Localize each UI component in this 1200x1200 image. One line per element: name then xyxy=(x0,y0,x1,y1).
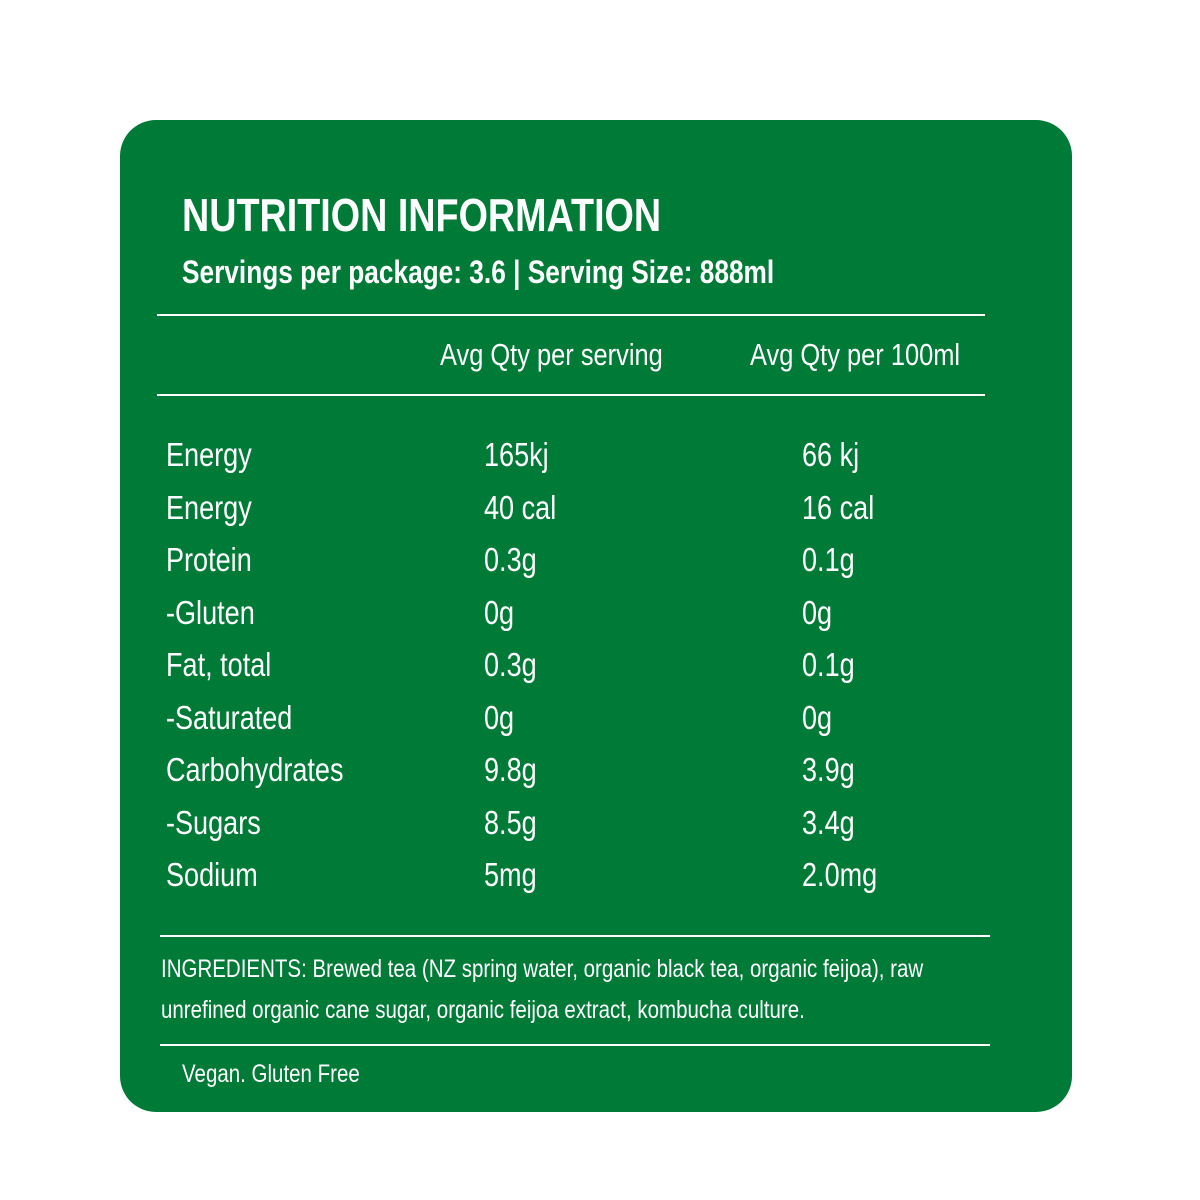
nutrient-name: Carbohydrates xyxy=(166,751,344,788)
nutrient-value: 3.4g xyxy=(802,803,855,841)
rule xyxy=(160,1044,990,1046)
nutrient-value: 8.5g xyxy=(484,803,537,841)
nutrient-value: 0g xyxy=(802,593,833,631)
nutrient-value: 0g xyxy=(802,698,833,736)
rule xyxy=(160,935,990,937)
nutrient-value: 0.3g xyxy=(484,646,537,683)
nutrient-value: 66 kj xyxy=(802,436,860,473)
nutrient-name: Energy xyxy=(166,436,252,473)
nutrient-value: 0.1g xyxy=(802,646,855,683)
nutrient-name: Sodium xyxy=(166,856,258,893)
nutrient-value: 5mg xyxy=(484,856,537,893)
nutrient-value: 3.9g xyxy=(802,751,855,788)
nutrient-name: -Gluten xyxy=(166,593,255,631)
footer-note: Vegan. Gluten Free xyxy=(182,1060,360,1088)
nutrient-value: 165kj xyxy=(484,436,549,473)
rule xyxy=(157,394,985,396)
label-panel xyxy=(120,120,1072,1112)
subtitle: Servings per package: 3.6 | Serving Size… xyxy=(182,254,775,290)
rule xyxy=(157,314,985,316)
nutrient-name: -Sugars xyxy=(166,803,261,841)
nutrient-value: 0.1g xyxy=(802,541,855,578)
nutrient-value: 0g xyxy=(484,698,515,736)
nutrient-value: 9.8g xyxy=(484,751,537,788)
nutrient-name: Protein xyxy=(166,541,252,578)
ingredients-text: INGREDIENTS: Brewed tea (NZ spring water… xyxy=(161,955,924,983)
column-header: Avg Qty per 100ml xyxy=(750,337,961,372)
nutrient-name: Energy xyxy=(166,488,252,526)
column-header: Avg Qty per serving xyxy=(440,337,663,372)
nutrient-value: 40 cal xyxy=(484,488,557,526)
nutrient-name: Fat, total xyxy=(166,646,272,683)
nutrient-value: 0.3g xyxy=(484,541,537,578)
nutrient-value: 2.0mg xyxy=(802,856,878,893)
title: NUTRITION INFORMATION xyxy=(182,189,662,241)
nutrient-value: 0g xyxy=(484,593,515,631)
nutrient-name: -Saturated xyxy=(166,698,293,736)
nutrient-value: 16 cal xyxy=(802,488,875,526)
ingredients-text: unrefined organic cane sugar, organic fe… xyxy=(161,996,805,1024)
